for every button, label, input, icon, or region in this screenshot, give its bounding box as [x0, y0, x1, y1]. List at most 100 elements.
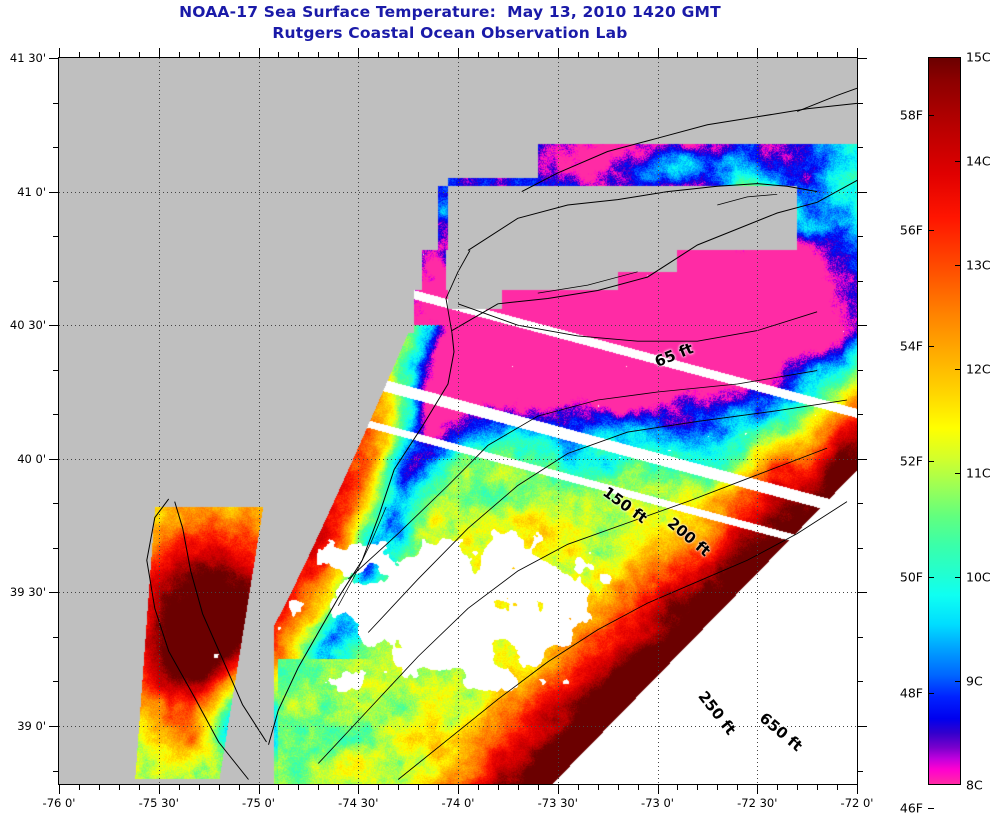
x-tick-top [557, 48, 559, 57]
x-tick [238, 785, 240, 790]
x-tick-top [398, 52, 400, 57]
y-tick [49, 458, 58, 460]
x-tick [198, 785, 200, 790]
y-axis-label: 41 30' [9, 51, 46, 65]
map-plot-area[interactable] [58, 57, 858, 785]
y-tick [49, 325, 58, 327]
y-tick [53, 770, 58, 772]
x-tick-top [737, 52, 739, 57]
x-tick [258, 785, 260, 794]
x-tick [318, 785, 320, 790]
x-tick [817, 785, 819, 790]
x-tick-top [597, 52, 599, 57]
x-tick [218, 785, 220, 790]
x-tick [537, 785, 539, 790]
x-tick [298, 785, 300, 790]
y-tick [53, 102, 58, 104]
x-tick [857, 785, 858, 794]
colorbar-label-fahrenheit: 56F [899, 222, 923, 238]
coastline-path [521, 102, 857, 193]
colorbar-tick-fahrenheit [928, 114, 934, 116]
colorbar [928, 57, 961, 785]
figure-title: NOAA-17 Sea Surface Temperature: May 13,… [0, 2, 900, 44]
x-tick [458, 785, 459, 794]
y-axis-label: 40 0' [17, 451, 46, 466]
bathymetry-contour [397, 501, 848, 780]
colorbar-tick-fahrenheit [928, 461, 934, 463]
x-tick [138, 785, 140, 790]
x-tick [59, 785, 60, 794]
x-tick-top [218, 52, 220, 57]
y-tick-right [858, 726, 867, 728]
x-tick-top [458, 48, 459, 57]
x-tick-top [138, 52, 140, 57]
bathymetry-contour [348, 370, 818, 580]
x-tick [717, 785, 719, 790]
y-tick [53, 236, 58, 238]
coastline-contour-overlay [146, 87, 857, 780]
y-tick [53, 503, 58, 505]
bathymetry-contour [457, 303, 818, 342]
grid-line-horizontal [59, 726, 857, 728]
y-tick-right [858, 280, 863, 282]
grid-line-vertical [757, 58, 759, 784]
x-tick-top [517, 52, 519, 57]
y-tick-right [858, 58, 867, 59]
x-tick-top [378, 52, 380, 57]
x-tick-top [837, 52, 839, 57]
coastline-path [717, 193, 778, 206]
colorbar-tick-fahrenheit [928, 692, 934, 694]
title-line-2: Rutgers Coastal Ocean Observation Lab [272, 24, 628, 42]
grid-line-horizontal [59, 325, 857, 327]
x-axis-label: -73 0' [641, 796, 674, 810]
x-tick-top [697, 52, 699, 57]
x-tick [477, 785, 479, 790]
coastline-path [451, 179, 857, 332]
x-tick [757, 785, 759, 794]
x-tick [677, 785, 679, 790]
y-tick-right [858, 325, 867, 327]
x-tick-top [637, 52, 639, 57]
y-tick-right [858, 681, 863, 683]
x-tick [278, 785, 280, 790]
x-tick-top [59, 48, 60, 57]
x-tick-top [857, 48, 858, 57]
x-tick-top [118, 52, 120, 57]
y-tick [49, 58, 58, 59]
x-tick-top [418, 52, 420, 57]
x-axis-label: -75 30' [138, 796, 179, 810]
x-tick-top [757, 48, 759, 57]
x-tick-top [657, 48, 659, 57]
coastline-path [467, 183, 818, 251]
x-tick [398, 785, 400, 790]
y-tick-right [858, 102, 863, 104]
y-tick-right [858, 191, 867, 193]
colorbar-tick-fahrenheit [928, 577, 934, 578]
x-tick-top [717, 52, 719, 57]
y-tick [49, 191, 58, 193]
y-tick-right [858, 147, 863, 149]
grid-line-vertical [358, 58, 360, 784]
y-tick [53, 547, 58, 549]
x-tick [98, 785, 100, 790]
x-tick [577, 785, 579, 790]
y-axis-label: 39 0' [17, 719, 46, 734]
x-tick-top [278, 52, 280, 57]
x-tick-top [777, 52, 779, 57]
y-tick-right [858, 547, 863, 549]
coastline-path [268, 333, 455, 745]
grid-line-vertical [657, 58, 659, 784]
colorbar-label-celsius: 11C [966, 465, 991, 481]
x-tick [418, 785, 420, 790]
x-axis-label: -75 0' [242, 796, 275, 810]
x-axis-label: -73 30' [537, 796, 578, 810]
x-tick [78, 785, 80, 790]
y-tick-right [858, 369, 863, 371]
bathymetry-contour [367, 399, 848, 633]
x-tick [557, 785, 559, 794]
x-tick [617, 785, 619, 790]
grid-line-horizontal [59, 191, 857, 193]
colorbar-label-celsius: 8C [966, 777, 983, 793]
title-line-1: NOAA-17 Sea Surface Temperature: May 13,… [179, 3, 721, 21]
x-tick-top [438, 52, 440, 57]
